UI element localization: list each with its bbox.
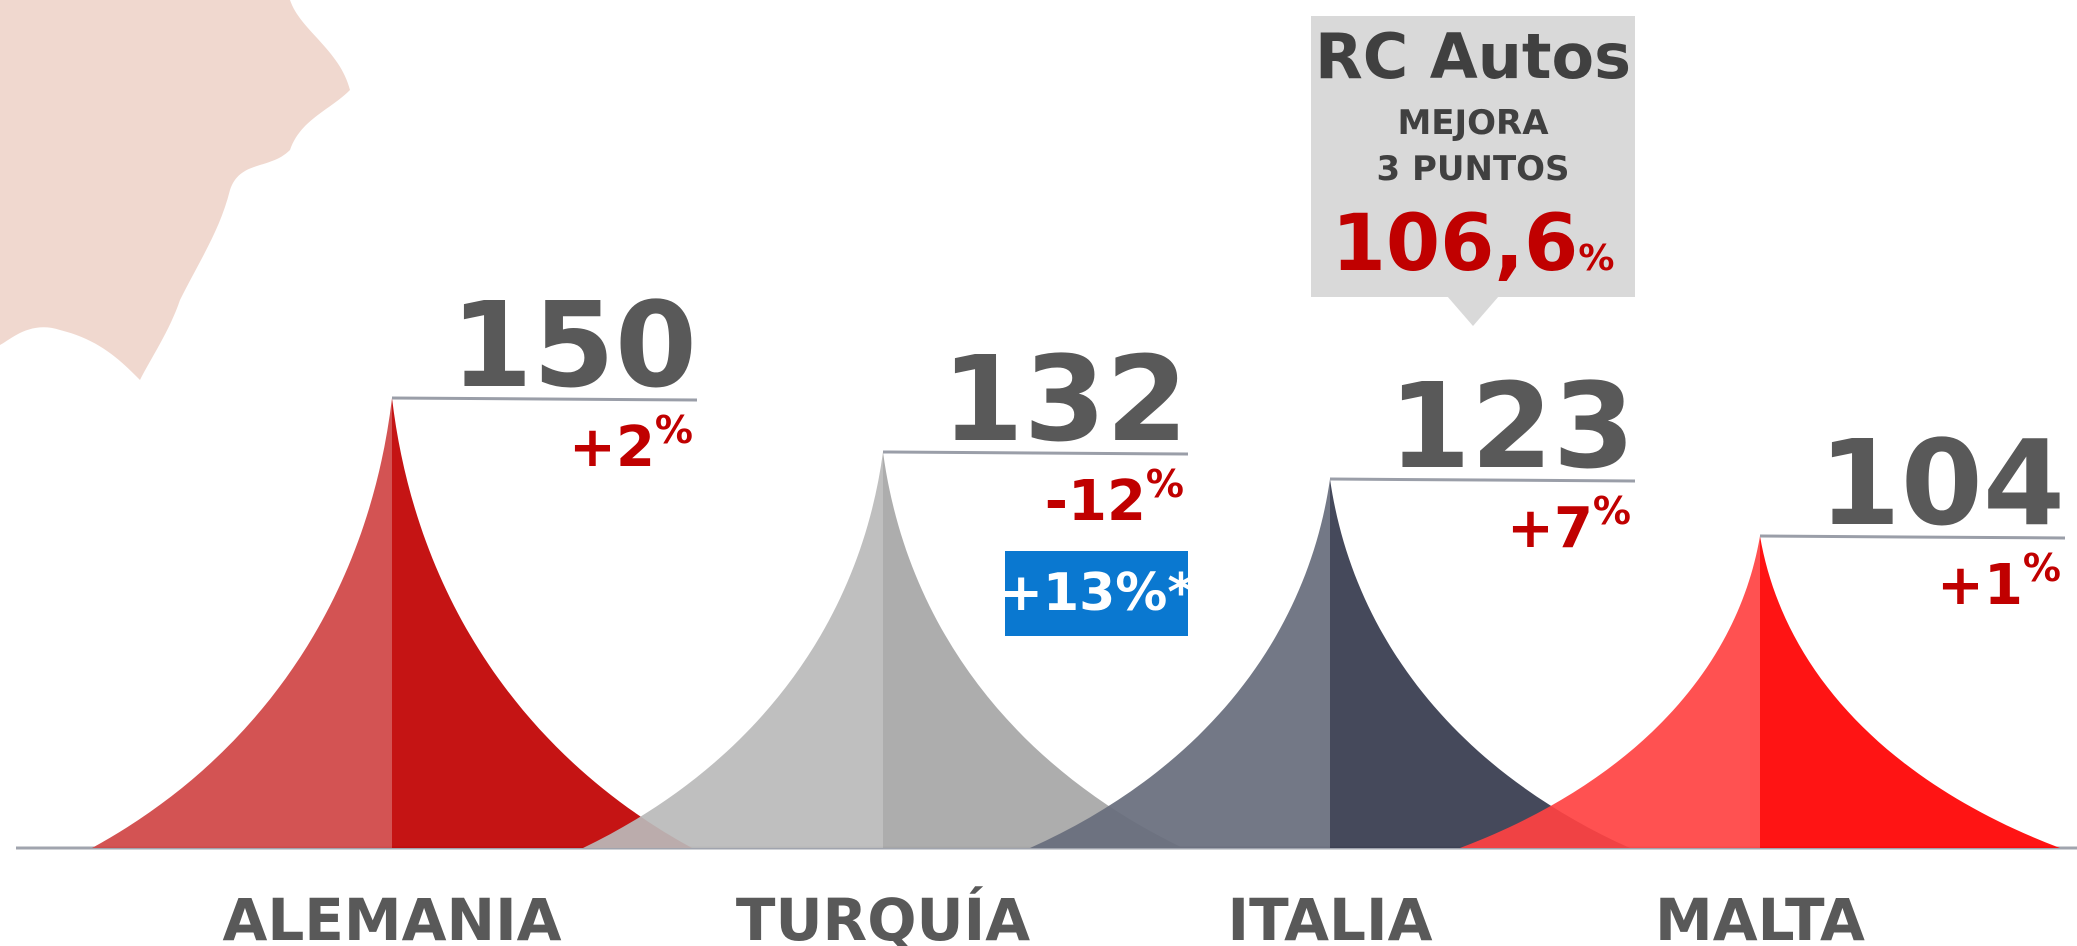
- peak-right: [392, 398, 692, 848]
- leader-line: [391, 396, 698, 402]
- callout-value: 106,6%: [1332, 199, 1615, 289]
- callout-line: 3 PUNTOS: [1376, 149, 1569, 189]
- peak-right: [1330, 479, 1630, 848]
- value-label: 132: [942, 330, 1188, 468]
- peak-left: [1460, 536, 1760, 848]
- category-label: ITALIA: [1228, 886, 1433, 946]
- peak-left: [1030, 479, 1330, 848]
- category-label: MALTA: [1655, 886, 1865, 946]
- peak-right: [1760, 536, 2060, 848]
- change-label: +1%: [1937, 546, 2061, 618]
- callout-box: [1311, 16, 1635, 297]
- leader-line: [1329, 477, 1636, 483]
- peak-right: [883, 452, 1183, 848]
- change-label: +2%: [569, 408, 693, 480]
- peak-left: [583, 452, 883, 848]
- value-label: 123: [1389, 357, 1635, 495]
- value-label: 150: [451, 276, 697, 414]
- category-label: TURQUÍA: [736, 885, 1030, 946]
- callout-pointer: [1447, 296, 1499, 326]
- leader-line: [1759, 534, 2066, 540]
- badge: [1005, 551, 1188, 636]
- peak-left: [92, 398, 392, 848]
- value-label: 104: [1819, 414, 2065, 552]
- badge-text: +13%*: [999, 563, 1194, 623]
- leader-line: [882, 450, 1189, 456]
- map-background: [0, 0, 350, 380]
- callout-line: MEJORA: [1397, 103, 1549, 143]
- change-label: +7%: [1507, 489, 1631, 561]
- category-label: ALEMANIA: [222, 886, 561, 946]
- callout-title: RC Autos: [1315, 20, 1631, 93]
- change-label: -12%: [1045, 462, 1184, 534]
